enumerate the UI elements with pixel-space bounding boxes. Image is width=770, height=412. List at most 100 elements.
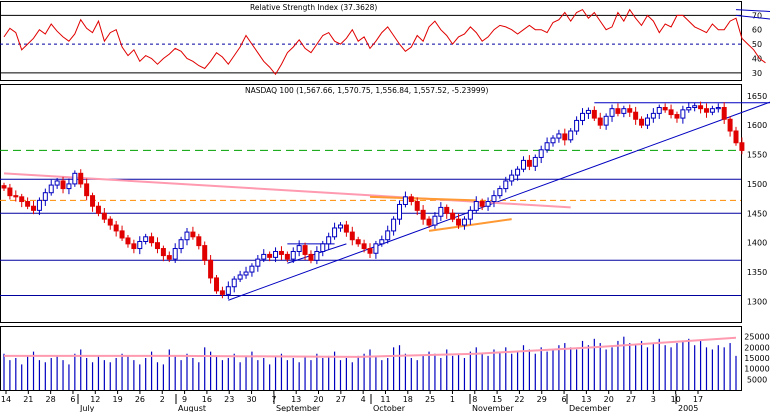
candle-body [337,224,343,229]
x-date-label: 8 [472,395,477,404]
rsi-tick-label: 40 [752,54,762,63]
x-date-label: 2 [160,395,165,404]
candle-body [349,231,355,241]
x-date-label: 3 [651,395,656,404]
candle-body [562,133,568,141]
x-month-label: 2005 [678,404,698,412]
candle-body [255,258,261,267]
candle-body [184,231,190,241]
candle-body [154,242,160,250]
candle-body [284,253,290,260]
volume-tick-label: 15000 [744,354,769,363]
candle-body [520,159,526,170]
candle-body [467,209,473,220]
candle-body [509,174,515,182]
candle-body [674,114,680,119]
x-date-label: 29 [537,395,547,404]
candle-body [397,203,403,220]
candle-body [243,271,249,276]
x-month-label: July [79,404,95,412]
candle-body [698,105,704,110]
x-month-label: September [276,404,321,412]
volume-average-line [4,336,737,358]
x-date-label: 4 [361,395,366,404]
x-month-label: October [373,404,406,412]
candle-body [373,243,379,254]
x-date-label: 19 [113,395,123,404]
x-date-label: 26 [135,395,145,404]
candle-body [485,201,491,207]
candle-body [48,184,54,194]
x-date-label: 1 [450,395,455,404]
candle-body [7,187,13,197]
candle-body [456,218,462,226]
candle-body [650,112,656,119]
candle-body [603,115,609,126]
candle-body [644,117,650,126]
candle-body [591,109,597,119]
price-frame [0,84,742,323]
price-tick-label: 1650 [747,92,767,101]
x-date-label: 11 [380,395,390,404]
candle-body [302,245,308,255]
rsi-title: Relative Strength Index (37.3628) [250,3,377,12]
candle-body [214,277,220,292]
candle-body [621,108,627,114]
candle-body [727,118,733,132]
price-tick-label: 1350 [747,268,767,277]
candle-body [739,142,745,151]
candle-body [680,109,686,119]
candle-body [550,137,556,144]
candle-body [703,108,709,113]
candle-body [13,195,19,198]
candle-body [686,107,692,111]
candle-body [95,205,101,214]
candle-body [267,253,273,258]
price-title: NASDAQ 100 (1,567.66, 1,570.75, 1,556.84… [245,86,488,95]
rsi-tick-label: 30 [752,69,762,78]
candle-body [202,245,208,261]
vol-frame [0,326,742,391]
candle-body [101,212,107,220]
x-month-label: August [178,404,206,412]
candle-body [84,183,90,197]
candle-body [137,240,143,250]
candle-body [574,119,580,132]
rsi-tick-label: 70 [752,11,762,20]
candle-body [414,201,420,211]
candle-body [709,108,715,113]
candle-body [526,159,532,167]
x-date-label: 25 [425,395,435,404]
candle-body [308,253,314,261]
candle-body [379,239,385,245]
candle-body [585,109,591,114]
x-month-label: November [472,404,514,412]
candle-body [60,180,66,190]
x-date-label: 23 [224,395,234,404]
candle-body [113,224,119,232]
candle-body [715,107,721,110]
candle-body [615,108,621,114]
candle-body [568,130,574,141]
candle-body [402,196,408,205]
candle-body [278,250,284,255]
x-date-label: 27 [626,395,636,404]
candle-body [668,109,674,116]
x-date-label: 13 [291,395,301,404]
candle-body [143,236,149,242]
rsi-frame [0,1,742,81]
candle-body [178,239,184,250]
candle-body [190,231,196,238]
candle-body [538,149,544,158]
candle-body [343,224,349,233]
candle-body [31,205,37,211]
candle-body [532,156,538,167]
price-tick-label: 1300 [747,297,767,306]
volume-tick-label: 5000 [747,375,767,384]
candle-body [473,201,479,211]
candle-body [391,218,397,232]
candle-body [432,215,438,226]
candle-body [361,243,367,250]
candle-body [721,107,727,120]
